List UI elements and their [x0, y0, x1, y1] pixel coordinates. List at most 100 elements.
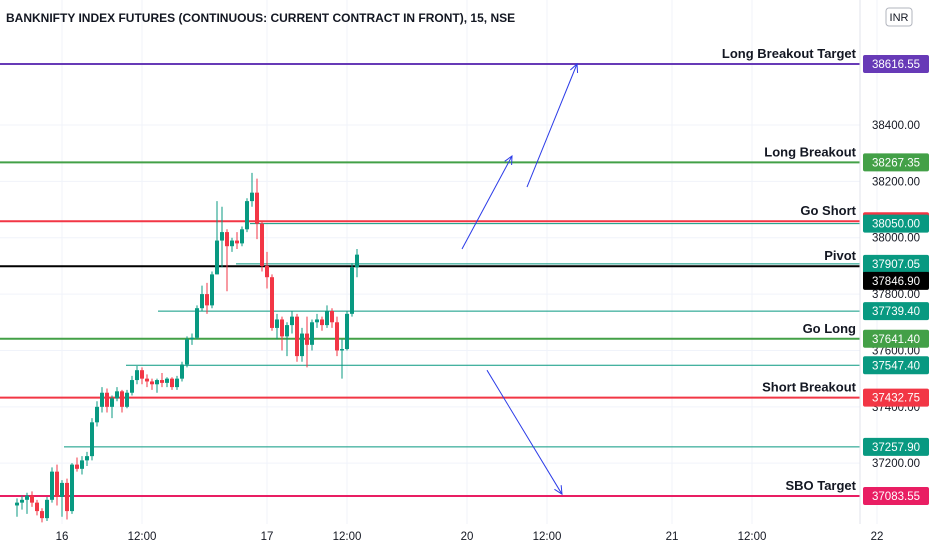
price-tag: [863, 356, 929, 375]
candle-body: [205, 294, 209, 306]
candle-body: [35, 502, 39, 512]
candle-body: [90, 422, 94, 457]
y-axis[interactable]: 38400.00 38200.00 38000.00 37800.00 37600.00…: [872, 120, 920, 470]
candle-body: [180, 364, 184, 379]
candle-body: [110, 398, 114, 407]
price-tag-label: 37547.40: [872, 360, 920, 372]
y-tick-label: 37800.00: [872, 289, 920, 301]
price-tag-label: 37907.05: [872, 259, 920, 271]
candle-body: [280, 319, 284, 337]
candle-body: [130, 380, 134, 393]
price-tag: [863, 214, 929, 233]
candles: [15, 172, 359, 523]
candle-body: [270, 277, 274, 328]
price-tag-label: 38050.00: [872, 219, 920, 231]
candle-body: [30, 495, 34, 503]
price-tag: [863, 329, 929, 348]
candle-body: [210, 274, 214, 306]
x-tick-label: 20: [461, 531, 474, 543]
candle-body: [155, 380, 159, 385]
candle-body: [20, 499, 24, 503]
chart-title: BANKNIFTY INDEX FUTURES (CONTINUOUS: CUR…: [6, 11, 515, 25]
price-tag: [863, 271, 929, 290]
candle-body: [160, 380, 164, 383]
candle-body: [315, 319, 319, 323]
price-tag-label: 37641.40: [872, 334, 920, 346]
price-tag-label: 37739.40: [872, 306, 920, 318]
candle-body: [195, 308, 199, 338]
candle-body: [45, 499, 49, 519]
projection-arrow: [526, 63, 578, 188]
candle-body: [235, 240, 239, 244]
candle-body: [340, 349, 344, 351]
candle-body: [330, 311, 334, 323]
candle-body: [75, 464, 79, 469]
candle-body: [175, 378, 179, 388]
candle-body: [135, 370, 139, 381]
candle-body: [320, 319, 324, 326]
candle-body: [215, 240, 219, 275]
candle-body: [170, 378, 174, 388]
x-tick-label: 22: [871, 531, 884, 543]
candle-body: [305, 333, 309, 345]
candle-body: [190, 337, 194, 340]
level-label: Long Breakout: [764, 144, 856, 159]
grid-lines: [0, 0, 878, 524]
candle-body: [125, 392, 129, 407]
price-tag: [863, 254, 929, 273]
candle-body: [80, 460, 84, 469]
price-tag-label: 38267.35: [872, 157, 920, 169]
candle-body: [245, 201, 249, 230]
candle-body: [185, 339, 189, 365]
candle-body: [25, 495, 29, 500]
candle-body: [145, 378, 149, 382]
candle-body: [105, 392, 109, 407]
arrow-head: [569, 62, 579, 74]
price-tag: [863, 487, 929, 505]
currency-badge[interactable]: INR: [885, 7, 913, 27]
price-tag: [863, 302, 929, 321]
level-label: Short Breakout: [762, 380, 857, 395]
price-tag-label: 38616.55: [872, 59, 920, 71]
candle-body: [200, 294, 204, 309]
candle-body: [15, 502, 19, 506]
x-tick-label: 17: [261, 531, 274, 543]
candle-body: [285, 325, 289, 337]
candle-body: [290, 316, 294, 326]
price-tag: [863, 388, 929, 407]
y-tick-label: 37600.00: [872, 345, 920, 357]
candle-body: [225, 232, 229, 247]
candle-body: [115, 391, 119, 399]
price-tag-label: 37083.55: [872, 491, 920, 503]
price-tag-label: 37432.75: [872, 393, 920, 405]
candle-body: [40, 511, 44, 519]
candle-body: [260, 223, 264, 266]
candle-body: [85, 456, 89, 461]
level-label: SBO Target: [785, 478, 856, 493]
level-label: Go Long: [803, 321, 856, 336]
candle-body: [120, 391, 124, 407]
candle-body: [265, 265, 269, 278]
candle-body: [140, 370, 144, 379]
price-tag: [863, 437, 929, 456]
arrow-head: [554, 485, 563, 496]
x-tick-label: 16: [56, 531, 69, 543]
candle-body: [310, 322, 314, 345]
x-axis[interactable]: 16 12:00 17 12:00 20 12:00 21 12:00 22: [56, 531, 884, 543]
level-label: Pivot: [824, 248, 856, 263]
currency-label: INR: [890, 12, 909, 24]
candle-body: [240, 229, 244, 244]
level-label: Go Short: [800, 203, 856, 218]
projection-arrow: [486, 369, 563, 495]
arrow-head: [504, 155, 513, 166]
candle-body: [230, 240, 234, 247]
price-tag: [863, 55, 929, 73]
price-tag-label: 37257.90: [872, 442, 920, 454]
level-lines: Long Breakout Target Long Breakout Go Shor…: [0, 46, 860, 497]
x-tick-label: 12:00: [128, 531, 157, 543]
candle-body: [325, 311, 329, 326]
price-tags: 38616.5538267.3538058.7037898.9537641.40…: [863, 55, 929, 505]
price-tag: [863, 153, 929, 172]
x-tick-label: 12:00: [533, 531, 562, 543]
